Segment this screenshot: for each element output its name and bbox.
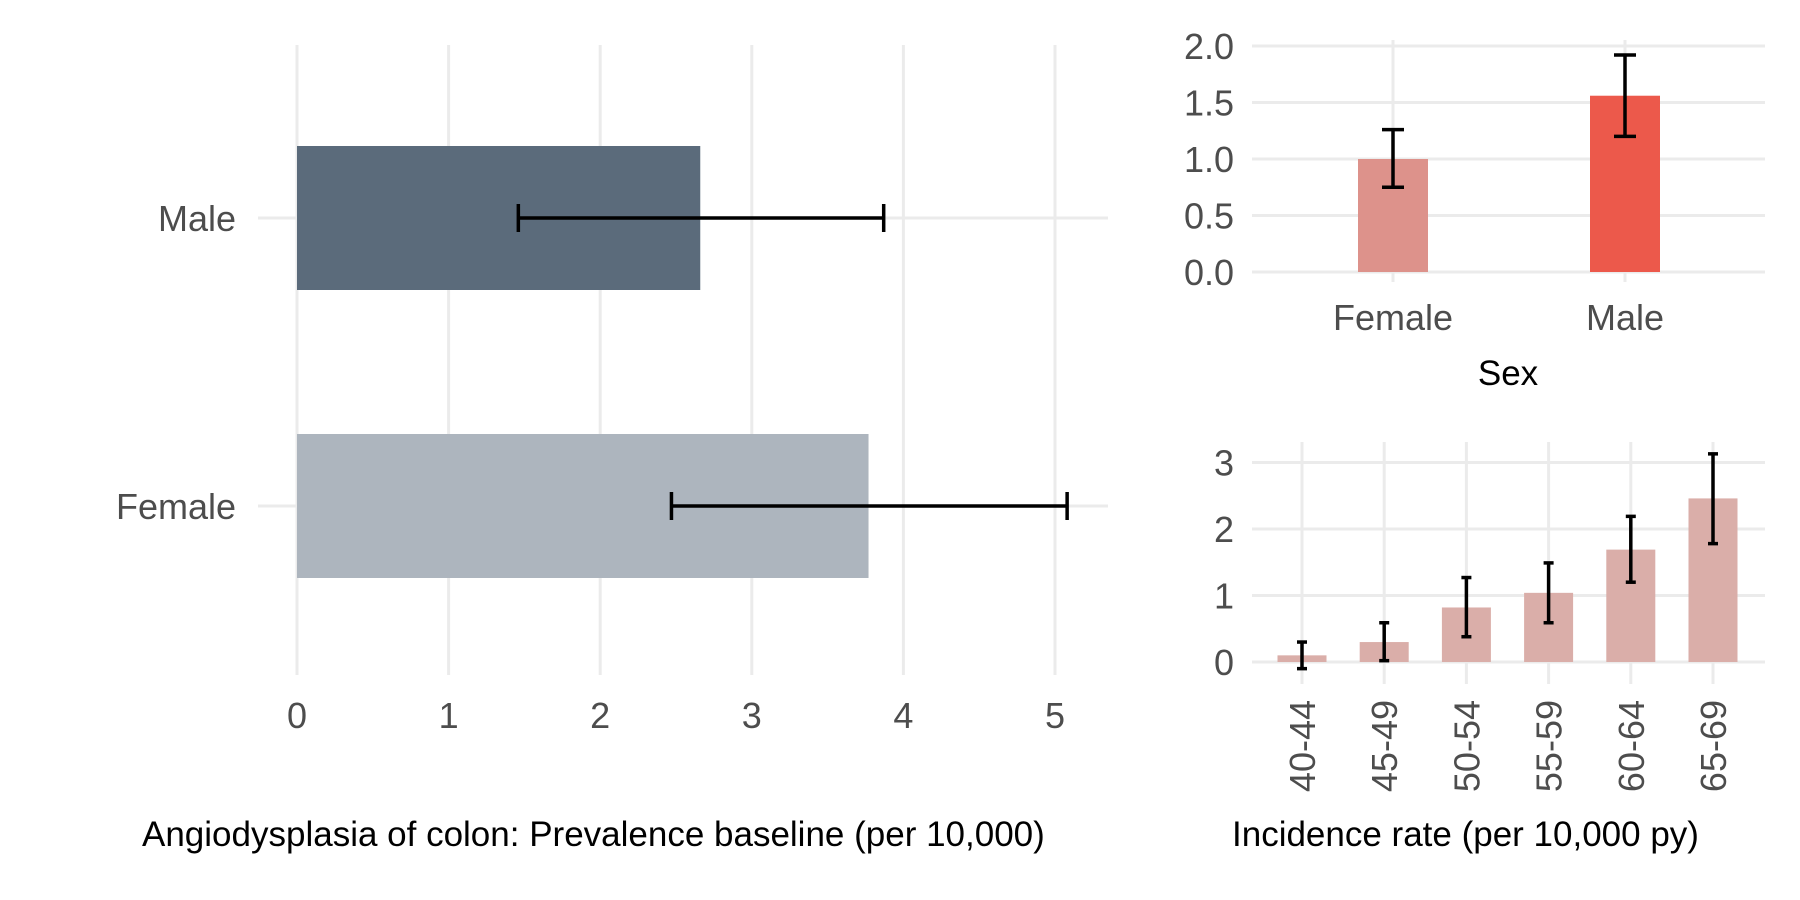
prevalence-x-tick-label: 0 xyxy=(287,695,307,736)
sex-y-tick-label: 0.0 xyxy=(1184,252,1234,293)
age-y-tick-label: 1 xyxy=(1214,576,1234,617)
age-y-tick-label: 3 xyxy=(1214,443,1234,484)
sex-x-tick-label: Male xyxy=(1586,297,1664,338)
age-y-tick-label: 0 xyxy=(1214,642,1234,683)
sex-x-tick-label: Female xyxy=(1333,297,1453,338)
prevalence-x-tick-label: 2 xyxy=(590,695,610,736)
prevalence-x-tick-label: 1 xyxy=(439,695,459,736)
age-x-tick-label: 50-54 xyxy=(1446,700,1487,792)
age-incidence-x-axis-title: Incidence rate (per 10,000 py) xyxy=(1232,815,1699,854)
age-x-tick-label: 60-64 xyxy=(1611,700,1652,792)
incidence-by-age-chart: 0 1 2 3 40-44 45-49 50-54 55-59 60-64 65-69 xyxy=(1214,442,1765,792)
sex-y-tick-label: 2.0 xyxy=(1184,26,1234,67)
age-x-tick-label: 40-44 xyxy=(1282,700,1323,792)
age-y-tick-label: 2 xyxy=(1214,509,1234,550)
prevalence-x-tick-label: 3 xyxy=(742,695,762,736)
prevalence-x-axis-title: Angiodysplasia of colon: Prevalence base… xyxy=(142,815,1045,854)
prevalence-y-tick-label: Male xyxy=(158,198,236,239)
prevalence-y-tick-label: Female xyxy=(116,486,236,527)
sex-y-tick-label: 1.0 xyxy=(1184,139,1234,180)
sex-y-tick-label: 1.5 xyxy=(1184,83,1234,124)
sex-x-axis-title: Sex xyxy=(1478,354,1539,393)
prevalence-x-tick-label: 5 xyxy=(1045,695,1065,736)
prevalence-x-tick-label: 4 xyxy=(893,695,913,736)
incidence-by-sex-chart: 0.0 0.5 1.0 1.5 2.0 Female Male xyxy=(1184,26,1765,338)
prevalence-chart: 0 1 2 3 4 5 Female Male xyxy=(116,45,1108,736)
sex-y-tick-label: 0.5 xyxy=(1184,196,1234,237)
age-x-tick-label: 45-49 xyxy=(1364,700,1405,792)
age-x-tick-label: 65-69 xyxy=(1693,700,1734,792)
age-x-tick-label: 55-59 xyxy=(1529,700,1570,792)
